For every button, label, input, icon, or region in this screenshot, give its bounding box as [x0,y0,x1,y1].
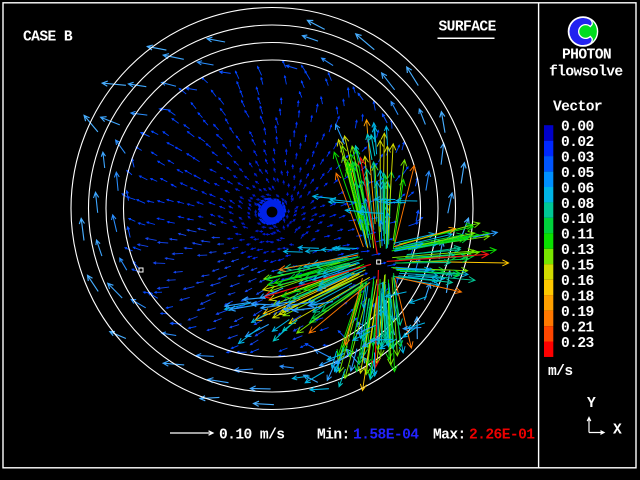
svg-text:0.18: 0.18 [561,289,594,305]
svg-text:0.10 m/s: 0.10 m/s [219,428,284,444]
svg-text:Max:: Max: [433,428,466,444]
svg-text:0.21: 0.21 [561,320,595,336]
svg-text:PHOTON: PHOTON [562,48,611,64]
svg-text:2.26E-01: 2.26E-01 [469,428,535,444]
svg-text:0.16: 0.16 [561,274,594,290]
svg-text:0.11: 0.11 [561,228,595,244]
svg-text:0.13: 0.13 [561,243,595,259]
svg-text:0.00: 0.00 [561,120,594,136]
svg-text:Y: Y [587,396,596,412]
svg-text:0.05: 0.05 [561,166,594,182]
svg-text:X: X [613,423,622,439]
svg-text:0.15: 0.15 [561,259,594,275]
svg-text:0.08: 0.08 [561,197,594,213]
svg-text:Min:: Min: [317,428,350,444]
svg-text:m/s: m/s [548,364,573,380]
svg-text:0.03: 0.03 [561,150,595,166]
svg-text:CASE B: CASE B [23,30,73,46]
svg-text:1.58E-04: 1.58E-04 [353,428,419,444]
svg-text:SURFACE: SURFACE [439,20,497,36]
svg-text:flowsolve: flowsolve [549,65,623,81]
svg-text:0.23: 0.23 [561,336,595,352]
svg-text:0.06: 0.06 [561,181,594,197]
svg-text:0.10: 0.10 [561,212,594,228]
svg-text:0.19: 0.19 [561,305,594,321]
svg-text:0.02: 0.02 [561,135,594,151]
svg-text:Vector: Vector [553,100,602,116]
